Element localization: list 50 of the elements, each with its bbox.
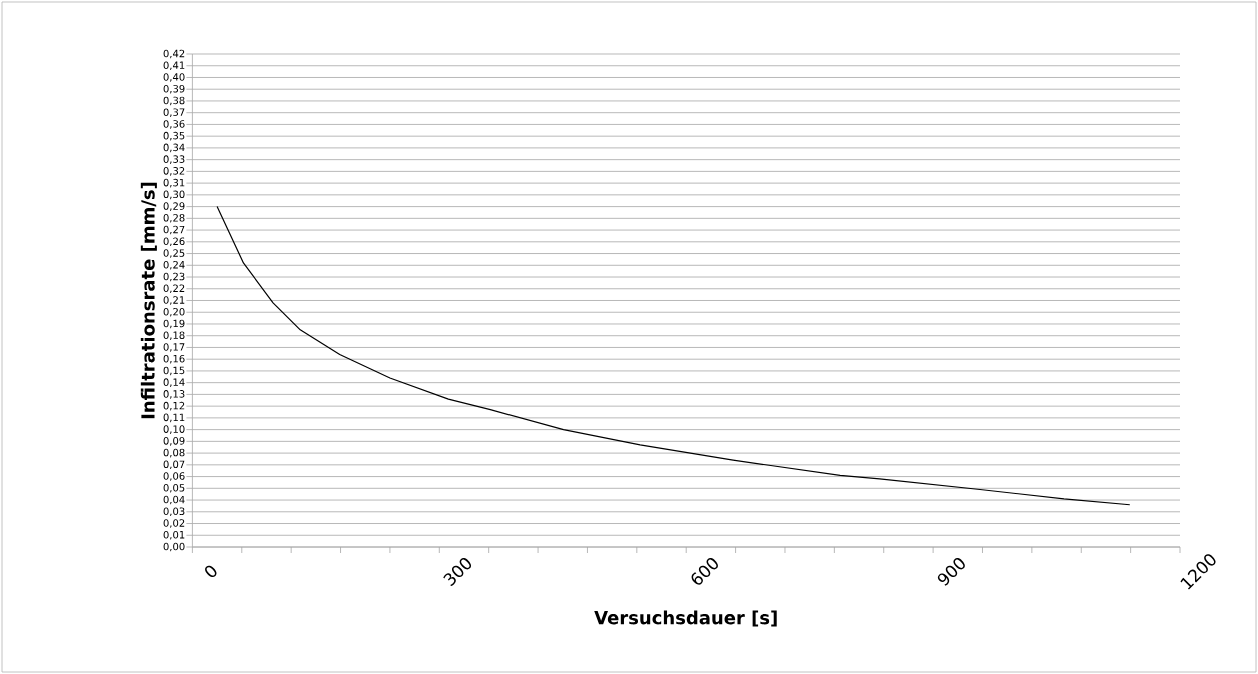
y-tick-label: 0,08 bbox=[163, 448, 185, 458]
y-tick-label: 0,39 bbox=[163, 84, 185, 94]
y-tick-label: 0,00 bbox=[163, 542, 185, 552]
y-tick-label: 0,14 bbox=[163, 378, 185, 387]
y-tick-label: 0,04 bbox=[163, 495, 185, 505]
y-tick-label: 0,41 bbox=[163, 61, 185, 71]
x-tick-label: 300 bbox=[443, 558, 472, 587]
y-tick-label: 0,42 bbox=[163, 49, 185, 59]
y-tick-label: 0,15 bbox=[163, 366, 185, 376]
y-tick-label: 0,06 bbox=[163, 472, 185, 481]
y-tick-label: 0,21 bbox=[163, 296, 185, 305]
y-tick-label: 0,10 bbox=[163, 425, 185, 434]
y-tick-label: 0,17 bbox=[163, 343, 185, 352]
y-tick-label: 0,07 bbox=[163, 460, 185, 470]
y-tick-label: 0,13 bbox=[163, 390, 185, 399]
y-tick-label: 0,38 bbox=[163, 96, 185, 106]
y-tick-label: 0,19 bbox=[163, 319, 185, 329]
y-tick-label: 0,01 bbox=[163, 530, 185, 540]
y-tick-label: 0,35 bbox=[163, 131, 185, 141]
y-tick-label: 0,33 bbox=[163, 155, 185, 164]
y-tick-label: 0,25 bbox=[163, 249, 185, 258]
y-tick-label: 0,18 bbox=[163, 331, 185, 340]
y-axis-title: Infiltrationsrate [mm/s] bbox=[140, 182, 157, 419]
y-tick-label: 0,16 bbox=[163, 354, 185, 364]
y-tick-label: 0,23 bbox=[163, 272, 185, 282]
y-tick-label: 0,32 bbox=[163, 167, 185, 176]
y-tick-label: 0,24 bbox=[163, 260, 185, 270]
y-tick-label: 0,28 bbox=[163, 214, 185, 223]
y-tick-label: 0,11 bbox=[163, 413, 185, 423]
y-tick-label: 0,29 bbox=[163, 202, 185, 211]
y-tick-label: 0,03 bbox=[163, 507, 185, 517]
y-tick-label: 0,09 bbox=[163, 437, 185, 446]
line-series bbox=[216, 205, 1131, 506]
y-tick-label: 0,34 bbox=[163, 143, 185, 153]
y-tick-label: 0,26 bbox=[163, 237, 185, 247]
y-tick-label: 0,27 bbox=[163, 225, 185, 235]
y-tick-label: 0,05 bbox=[163, 484, 185, 493]
y-tick-label: 0,30 bbox=[163, 190, 185, 200]
y-tick-label: 0,31 bbox=[163, 178, 185, 188]
y-tick-label: 0,40 bbox=[163, 73, 185, 82]
y-tick-label: 0,02 bbox=[163, 519, 185, 528]
x-tick-label: 900 bbox=[937, 558, 965, 586]
x-tick-label: 0 bbox=[205, 565, 217, 578]
x-axis-title: Versuchsdauer [s] bbox=[594, 610, 777, 627]
y-tick-label: 0,37 bbox=[163, 108, 185, 117]
y-tick-label: 0,20 bbox=[163, 307, 185, 317]
x-tick-label: 600 bbox=[691, 558, 718, 585]
y-tick-label: 0,12 bbox=[163, 401, 185, 411]
y-tick-label: 0,36 bbox=[163, 120, 185, 129]
y-tick-label: 0,22 bbox=[163, 284, 185, 294]
